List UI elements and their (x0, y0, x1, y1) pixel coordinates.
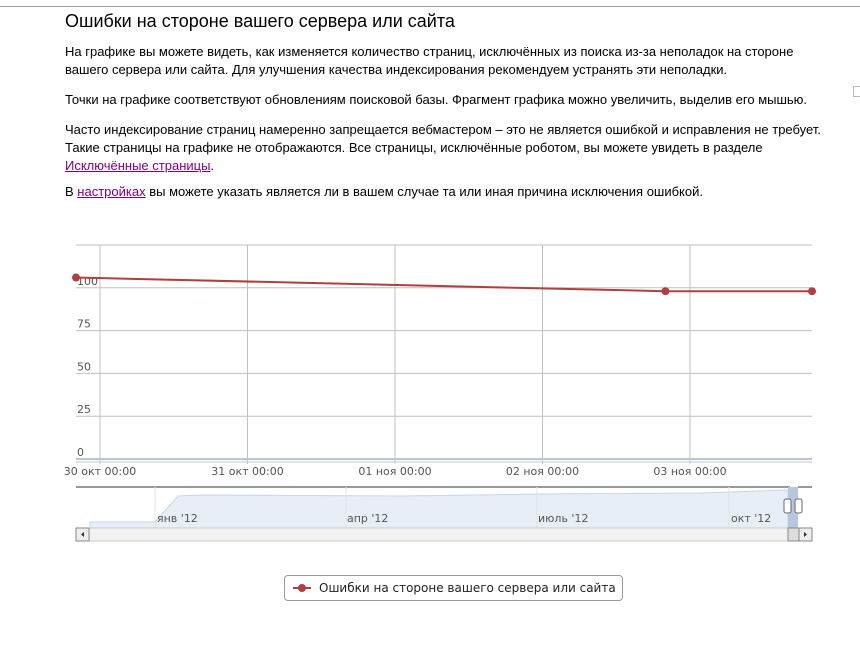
side-scroll-marker (853, 86, 860, 97)
scrollbar-track[interactable] (75, 527, 813, 542)
legend-item[interactable]: Ошибки на стороне вашего сервера или сай… (284, 575, 623, 601)
legend-label: Ошибки на стороне вашего сервера или сай… (319, 581, 616, 595)
data-point (72, 273, 80, 282)
excluded-text: Часто индексирование страниц намеренно з… (65, 122, 821, 155)
navigator-handle-right[interactable] (794, 498, 803, 514)
x-tick-label: 03 ноя 00:00 (653, 465, 726, 478)
intro-paragraph: На графике вы можете видеть, как изменяе… (65, 44, 794, 77)
settings-link[interactable]: настройках (77, 184, 146, 199)
y-tick-label: 75 (77, 318, 91, 331)
navigator-label: июль '12 (538, 512, 588, 525)
excluded-pages-link[interactable]: Исключённые страницы (65, 158, 211, 173)
scrollbar-thumb[interactable] (787, 527, 800, 542)
points-paragraph: Точки на графике соответствуют обновлени… (65, 92, 808, 107)
y-tick-label: 0 (77, 446, 84, 459)
navigator-label: апр '12 (347, 512, 388, 525)
x-tick-label: 02 ноя 00:00 (506, 465, 579, 478)
navigator-label: окт '12 (731, 512, 771, 525)
settings-prefix: В (65, 184, 78, 199)
settings-text: вы можете указать является ли в вашем сл… (145, 184, 703, 199)
x-tick-label: 01 ноя 00:00 (358, 465, 431, 478)
y-tick-label: 50 (77, 360, 91, 373)
data-point (661, 287, 670, 296)
excluded-end: . (210, 158, 215, 173)
series-line (75, 276, 812, 293)
data-point (808, 287, 816, 296)
settings-paragraph: В настройках вы можете указать является … (65, 183, 835, 201)
arrow-right-icon (804, 532, 807, 537)
y-tick-label: 25 (77, 403, 91, 416)
excluded-paragraph: Часто индексирование страниц намеренно з… (65, 121, 835, 175)
top-border (0, 6, 860, 7)
navigator-handle-left[interactable] (783, 498, 792, 514)
x-tick-label: 30 окт 00:00 (64, 465, 136, 478)
x-tick-label: 31 окт 00:00 (211, 465, 283, 478)
arrow-left-icon (81, 532, 84, 537)
navigator-selection (788, 487, 798, 528)
legend-marker-icon (291, 583, 313, 593)
navigator-label: янв '12 (157, 512, 198, 525)
page-title: Ошибки на стороне вашего сервера или сай… (65, 11, 455, 31)
